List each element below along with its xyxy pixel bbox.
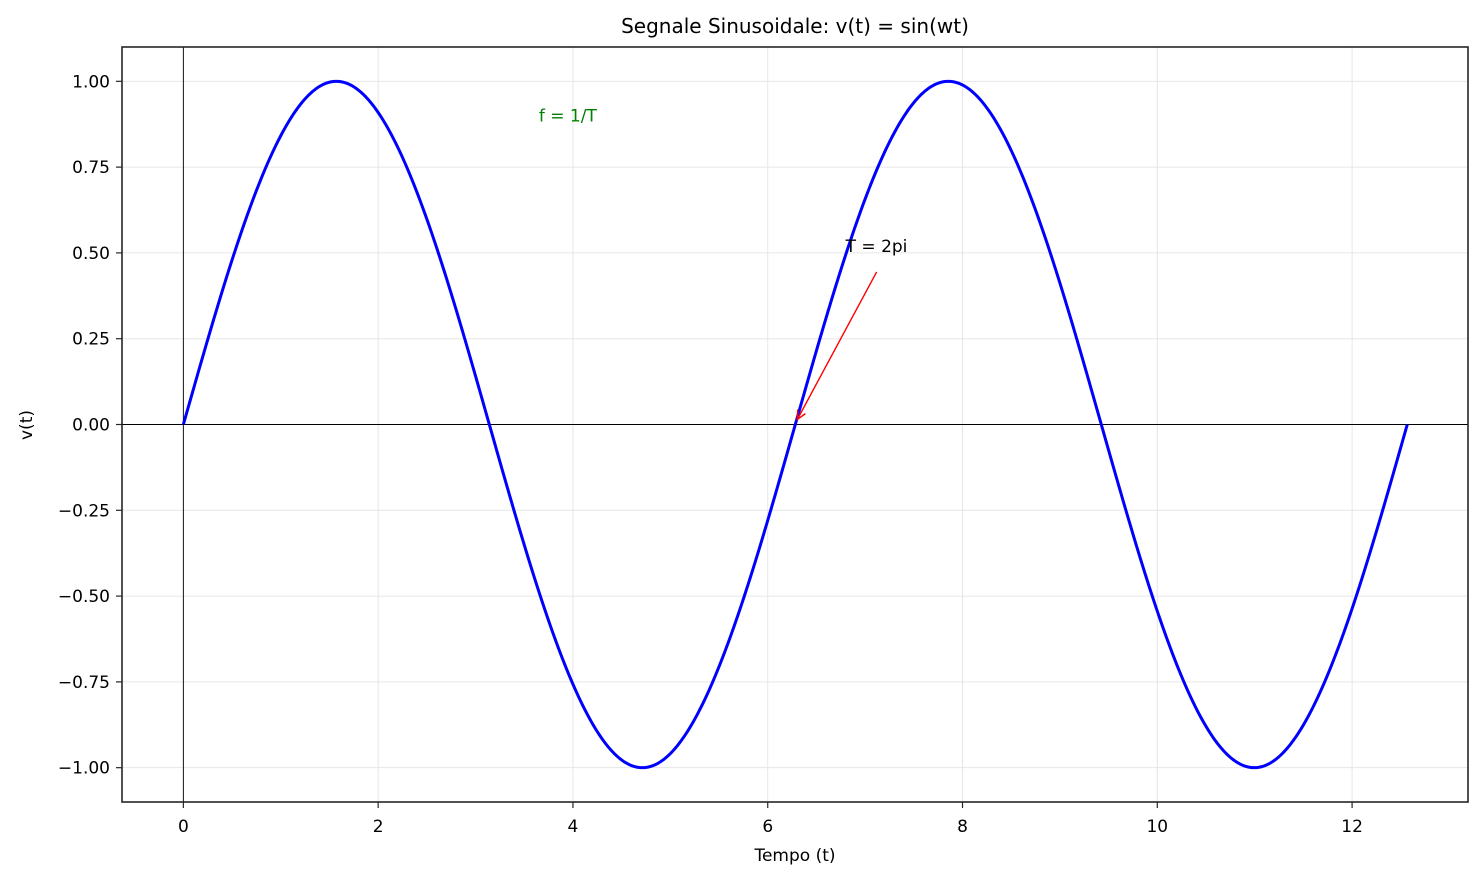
sine-wave-line [181, 79, 1409, 770]
y-axis-ticks: 1.00 0.75 0.50 0.25 0.00 −0.25 −0.50 −0.75 −1.00 [58, 72, 122, 779]
x-tick-label: 10 [1146, 817, 1168, 837]
x-tick-label: 12 [1341, 817, 1363, 837]
y-tick-label: −1.00 [58, 759, 110, 779]
y-tick-label: 0.00 [72, 416, 110, 436]
x-tick-label: 8 [957, 817, 968, 837]
period-annotation-text: T = 2pi [845, 237, 908, 257]
y-tick-label: 0.25 [72, 330, 110, 350]
y-tick-label: −0.50 [58, 587, 110, 607]
y-tick-label: 1.00 [72, 72, 110, 92]
y-tick-label: −0.25 [58, 501, 110, 521]
y-axis-label: v(t) [17, 410, 37, 440]
x-axis-ticks: 0 2 4 6 8 10 12 [178, 802, 1363, 837]
x-tick-label: 2 [373, 817, 384, 837]
x-axis-label: Tempo (t) [753, 846, 835, 866]
y-tick-label: 0.50 [72, 244, 110, 264]
annotations: T = 2pi f = 1/T [539, 107, 908, 421]
frequency-annotation-text: f = 1/T [539, 107, 598, 127]
x-tick-label: 6 [762, 817, 773, 837]
series-lines [181, 79, 1409, 770]
y-tick-label: 0.75 [72, 158, 110, 178]
annotation-arrow [796, 271, 878, 420]
x-tick-label: 4 [568, 817, 579, 837]
x-tick-label: 0 [178, 817, 189, 837]
arrow-head-icon [796, 409, 806, 421]
y-tick-label: −0.75 [58, 673, 110, 693]
chart-title: Segnale Sinusoidale: v(t) = sin(wt) [621, 14, 969, 38]
